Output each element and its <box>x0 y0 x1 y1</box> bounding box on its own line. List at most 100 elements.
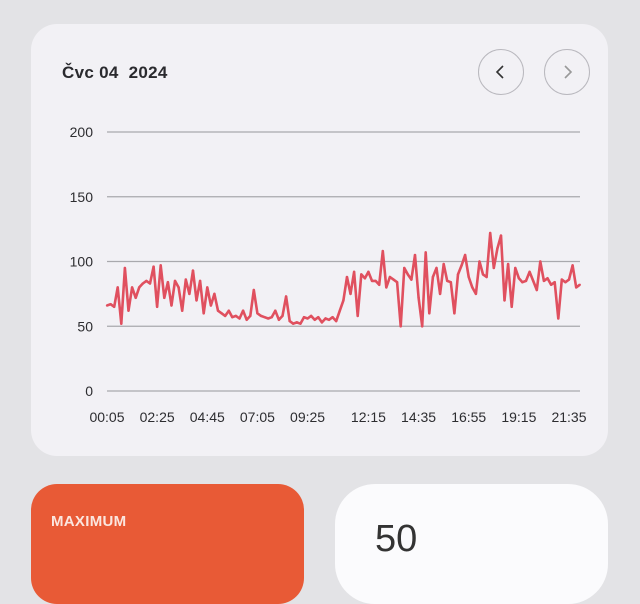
data-point <box>159 264 162 267</box>
data-point <box>270 315 273 319</box>
data-point <box>109 303 112 306</box>
data-point <box>363 277 367 280</box>
data-point <box>549 283 553 287</box>
data-point <box>134 296 137 299</box>
data-point <box>263 315 266 319</box>
data-point <box>320 321 324 324</box>
maximum-card[interactable]: MAXIMUM <box>31 484 304 604</box>
data-point <box>120 322 123 325</box>
data-point <box>116 286 119 289</box>
data-point <box>503 299 506 302</box>
data-point <box>184 278 187 281</box>
x-tick-label: 07:05 <box>240 409 275 425</box>
data-point <box>542 279 546 283</box>
data-point <box>335 319 338 323</box>
value-number: 50 <box>375 518 418 560</box>
data-point <box>281 314 284 318</box>
data-point <box>356 314 359 318</box>
data-point <box>299 322 302 325</box>
data-point <box>202 312 205 315</box>
data-point <box>274 309 277 312</box>
data-point <box>403 266 406 270</box>
data-point <box>489 231 492 235</box>
data-point <box>148 282 152 285</box>
y-tick-label: 50 <box>77 318 93 334</box>
data-point <box>288 319 291 323</box>
x-tick-label: 04:45 <box>190 409 225 425</box>
data-point <box>381 249 384 253</box>
y-tick-label: 200 <box>70 124 94 140</box>
data-point <box>338 309 341 312</box>
data-point <box>177 286 180 289</box>
x-tick-label: 19:15 <box>501 409 536 425</box>
data-point <box>234 314 238 318</box>
chevron-right-icon <box>564 65 573 79</box>
data-point <box>528 270 531 274</box>
data-point <box>463 253 467 257</box>
data-point <box>138 286 141 289</box>
data-point <box>392 278 395 281</box>
data-point <box>481 273 485 276</box>
data-point <box>399 325 402 328</box>
value-card[interactable]: 50 <box>335 484 608 604</box>
data-point <box>442 262 445 266</box>
data-point <box>506 262 510 266</box>
data-point <box>492 266 495 270</box>
data-point <box>571 264 574 267</box>
data-point <box>485 275 488 279</box>
data-point <box>112 305 116 309</box>
data-point <box>446 279 449 283</box>
heart-rate-line <box>106 231 581 328</box>
data-point <box>574 286 578 289</box>
data-point <box>546 277 549 280</box>
data-point <box>266 317 270 320</box>
data-point <box>173 279 177 283</box>
data-point <box>349 292 352 296</box>
data-point <box>256 312 259 315</box>
data-point <box>413 253 417 257</box>
data-point <box>252 288 256 292</box>
data-point <box>431 275 435 279</box>
data-point <box>292 322 295 325</box>
data-point <box>438 292 442 296</box>
data-point <box>514 266 517 270</box>
data-point <box>417 296 420 299</box>
data-point <box>374 279 377 283</box>
data-point <box>152 265 155 268</box>
next-day-button[interactable] <box>544 49 590 95</box>
x-tick-label: 12:15 <box>351 409 386 425</box>
data-point <box>510 305 513 309</box>
data-point <box>245 318 248 321</box>
data-point <box>460 264 463 267</box>
data-point <box>313 318 316 321</box>
data-point <box>130 286 134 289</box>
data-point <box>259 314 263 318</box>
data-point <box>578 283 581 287</box>
prev-day-button[interactable] <box>478 49 524 95</box>
data-point <box>471 286 474 289</box>
data-point <box>370 279 374 283</box>
x-tick-label: 14:35 <box>401 409 436 425</box>
data-point <box>181 309 184 312</box>
data-point <box>406 273 410 276</box>
data-point <box>277 318 281 321</box>
data-point <box>306 317 309 320</box>
data-point <box>216 309 220 312</box>
data-point <box>206 286 209 289</box>
data-point <box>231 315 234 319</box>
data-point <box>145 279 148 283</box>
data-point <box>420 325 424 328</box>
data-point <box>309 314 313 318</box>
data-point <box>123 266 127 270</box>
data-point <box>449 281 453 284</box>
data-point <box>227 309 230 312</box>
data-point <box>249 314 252 318</box>
data-point <box>377 283 381 287</box>
x-tick-label: 16:55 <box>451 409 486 425</box>
data-point <box>342 299 345 302</box>
data-point <box>155 305 159 309</box>
data-point <box>324 317 327 320</box>
data-point <box>360 273 363 276</box>
data-point <box>535 288 538 292</box>
data-point <box>428 312 431 315</box>
